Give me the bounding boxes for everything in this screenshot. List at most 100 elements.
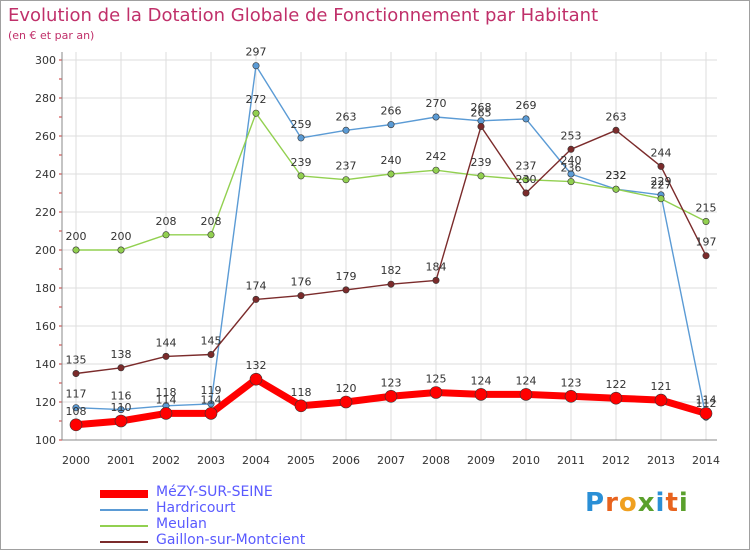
data-label-hardricourt: 268: [471, 101, 492, 114]
data-point-gaillon-sur-montcient: [252, 295, 260, 303]
data-label-mezy-sur-seine: 125: [426, 373, 447, 386]
data-label-mezy-sur-seine: 120: [336, 382, 357, 395]
data-label-gaillon-sur-montcient: 176: [291, 276, 312, 289]
data-label-mezy-sur-seine: 124: [471, 374, 492, 387]
x-tick-label: 2011: [557, 454, 585, 467]
data-point-mezy-sur-seine: [609, 391, 623, 405]
data-point-gaillon-sur-montcient: [567, 145, 575, 153]
y-tick-label: 260: [35, 130, 56, 143]
data-point-gaillon-sur-montcient: [297, 292, 305, 300]
data-point-hardricourt: [207, 400, 215, 408]
plot-area: [62, 52, 717, 440]
logo-letter: i: [678, 488, 689, 518]
data-label-hardricourt: 232: [606, 169, 627, 182]
data-label-mezy-sur-seine: 108: [66, 405, 87, 418]
data-point-gaillon-sur-montcient: [162, 352, 170, 360]
x-tick-label: 2003: [197, 454, 225, 467]
y-tick-label: 160: [35, 320, 56, 333]
y-tick-label: 240: [35, 168, 56, 181]
data-label-mezy-sur-seine: 123: [561, 376, 582, 389]
data-point-gaillon-sur-montcient: [477, 123, 485, 131]
legend-label: MéZY-SUR-SEINE: [156, 484, 273, 500]
data-label-gaillon-sur-montcient: 174: [246, 279, 267, 292]
proxiti-logo: Proxiti: [585, 488, 689, 518]
data-label-meulan: 215: [696, 202, 717, 215]
x-tick-label: 2007: [377, 454, 405, 467]
data-point-hardricourt: [252, 62, 260, 70]
data-point-meulan: [162, 231, 170, 239]
x-tick-label: 2004: [242, 454, 270, 467]
data-label-meulan: 227: [651, 179, 672, 192]
data-point-hardricourt: [387, 121, 395, 129]
data-label-meulan: 240: [381, 154, 402, 167]
data-point-gaillon-sur-montcient: [522, 189, 530, 197]
data-label-meulan: 200: [66, 230, 87, 243]
data-point-meulan: [252, 109, 260, 117]
data-point-meulan: [657, 195, 665, 203]
logo-letter: r: [605, 488, 619, 518]
data-label-mezy-sur-seine: 114: [696, 393, 717, 406]
data-label-hardricourt: 118: [156, 386, 177, 399]
data-point-mezy-sur-seine: [294, 399, 308, 413]
data-point-mezy-sur-seine: [69, 418, 83, 432]
data-point-mezy-sur-seine: [519, 388, 533, 401]
data-label-gaillon-sur-montcient: 253: [561, 129, 582, 142]
legend-label: Meulan: [156, 516, 207, 532]
data-label-gaillon-sur-montcient: 263: [606, 110, 627, 123]
data-label-hardricourt: 266: [381, 105, 402, 118]
data-point-mezy-sur-seine: [204, 407, 218, 420]
data-label-gaillon-sur-montcient: 230: [516, 173, 537, 186]
x-tick-label: 2013: [647, 454, 675, 467]
data-label-meulan: 272: [246, 93, 267, 106]
data-label-gaillon-sur-montcient: 138: [111, 348, 132, 361]
data-label-meulan: 242: [426, 150, 447, 163]
data-point-meulan: [702, 218, 710, 226]
data-point-mezy-sur-seine: [474, 388, 488, 401]
data-point-meulan: [117, 246, 125, 254]
data-point-hardricourt: [522, 115, 530, 123]
data-point-gaillon-sur-montcient: [702, 252, 710, 260]
data-point-meulan: [522, 176, 530, 184]
legend-swatch: [100, 509, 148, 511]
data-label-meulan: 208: [156, 215, 177, 228]
data-point-hardricourt: [567, 170, 575, 178]
y-tick-label: 200: [35, 244, 56, 257]
y-tick-label: 100: [35, 434, 56, 447]
y-tick-label: 140: [35, 358, 56, 371]
chart-title: Evolution de la Dotation Globale de Fonc…: [8, 5, 599, 26]
x-tick-label: 2012: [602, 454, 630, 467]
data-label-meulan: 239: [291, 156, 312, 169]
logo-letter: i: [655, 488, 666, 518]
data-label-hardricourt: 116: [111, 390, 132, 403]
legend-swatch: [100, 525, 148, 527]
data-label-hardricourt: 112: [696, 397, 717, 410]
data-label-mezy-sur-seine: 123: [381, 376, 402, 389]
chart-subtitle: (en € et par an): [8, 29, 95, 42]
data-label-hardricourt: 263: [336, 110, 357, 123]
x-tick-label: 2005: [287, 454, 315, 467]
y-tick-label: 180: [35, 282, 56, 295]
x-tick-label: 2006: [332, 454, 360, 467]
data-point-hardricourt: [432, 113, 440, 121]
data-label-hardricourt: 259: [291, 118, 312, 131]
data-label-mezy-sur-seine: 132: [246, 359, 267, 372]
data-point-mezy-sur-seine: [159, 407, 173, 420]
data-point-meulan: [477, 172, 485, 180]
x-tick-label: 2002: [152, 454, 180, 467]
x-tick-label: 2001: [107, 454, 135, 467]
data-point-gaillon-sur-montcient: [432, 276, 440, 284]
data-point-mezy-sur-seine: [699, 407, 713, 420]
y-tick-label: 280: [35, 92, 56, 105]
x-tick-label: 2009: [467, 454, 495, 467]
data-point-gaillon-sur-montcient: [657, 162, 665, 170]
data-label-gaillon-sur-montcient: 244: [651, 146, 672, 159]
data-point-mezy-sur-seine: [654, 393, 668, 407]
data-label-hardricourt: 269: [516, 99, 537, 112]
data-label-hardricourt: 240: [561, 154, 582, 167]
y-tick-label: 120: [35, 396, 56, 409]
data-label-gaillon-sur-montcient: 135: [66, 354, 87, 367]
x-tick-label: 2010: [512, 454, 540, 467]
data-point-meulan: [567, 178, 575, 186]
data-point-mezy-sur-seine: [564, 389, 578, 403]
